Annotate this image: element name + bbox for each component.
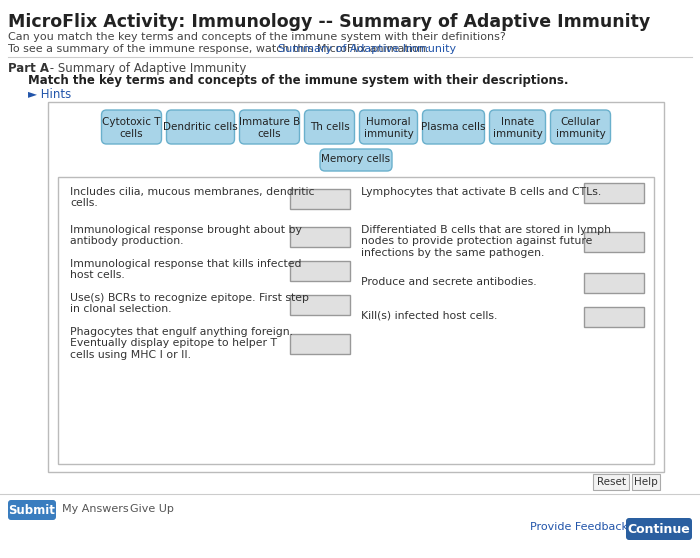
Text: Immunological response brought about by: Immunological response brought about by [70, 225, 302, 235]
FancyBboxPatch shape [102, 110, 162, 144]
Text: Immature B: Immature B [239, 117, 300, 127]
FancyBboxPatch shape [626, 518, 692, 540]
Text: ► Hints: ► Hints [28, 88, 71, 101]
Text: Use(s) BCRs to recognize epitope. First step: Use(s) BCRs to recognize epitope. First … [70, 293, 309, 303]
Text: Th cells: Th cells [309, 122, 349, 132]
Text: Kill(s) infected host cells.: Kill(s) infected host cells. [361, 311, 498, 321]
Text: Plasma cells: Plasma cells [421, 122, 486, 132]
Text: - Summary of Adaptive Immunity: - Summary of Adaptive Immunity [46, 62, 246, 75]
Text: Cellular: Cellular [561, 117, 601, 127]
Text: immunity: immunity [493, 129, 542, 139]
Bar [584, 273, 644, 293]
Text: Provide Feedback: Provide Feedback [530, 522, 628, 532]
Bar [593, 474, 629, 490]
FancyBboxPatch shape [550, 110, 610, 144]
Text: Submit: Submit [8, 504, 55, 517]
Text: nodes to provide protection against future: nodes to provide protection against futu… [361, 237, 592, 247]
Text: Innate: Innate [501, 117, 534, 127]
Bar [290, 189, 350, 209]
Text: Can you match the key terms and concepts of the immune system with their definit: Can you match the key terms and concepts… [8, 32, 505, 42]
Text: Differentiated B cells that are stored in lymph: Differentiated B cells that are stored i… [361, 225, 611, 235]
Text: Includes cilia, mucous membranes, dendritic: Includes cilia, mucous membranes, dendri… [70, 187, 314, 197]
Text: cells.: cells. [70, 199, 98, 209]
Text: infections by the same pathogen.: infections by the same pathogen. [361, 248, 545, 258]
Text: Reset: Reset [596, 477, 626, 487]
Text: Part A: Part A [8, 62, 49, 75]
FancyBboxPatch shape [8, 500, 56, 520]
Text: antibody production.: antibody production. [70, 237, 183, 247]
Text: Produce and secrete antibodies.: Produce and secrete antibodies. [361, 277, 537, 287]
Bar [48, 102, 664, 472]
Bar [584, 232, 644, 252]
Bar [584, 307, 644, 327]
Text: Give Up: Give Up [130, 504, 174, 514]
Text: Continue: Continue [628, 523, 690, 536]
Text: Immunological response that kills infected: Immunological response that kills infect… [70, 259, 302, 269]
Text: Summary of Adaptive Immunity: Summary of Adaptive Immunity [278, 44, 456, 54]
Text: Cytotoxic T: Cytotoxic T [102, 117, 161, 127]
Text: Memory cells: Memory cells [321, 154, 391, 164]
Bar [584, 183, 644, 203]
Text: Humoral: Humoral [366, 117, 411, 127]
Text: immunity: immunity [556, 129, 606, 139]
Text: Help: Help [634, 477, 658, 487]
FancyBboxPatch shape [423, 110, 484, 144]
Text: in clonal selection.: in clonal selection. [70, 305, 172, 315]
Bar [290, 295, 350, 315]
FancyBboxPatch shape [239, 110, 300, 144]
Text: My Answers: My Answers [62, 504, 129, 514]
FancyBboxPatch shape [304, 110, 354, 144]
Text: Dendritic cells: Dendritic cells [163, 122, 238, 132]
Text: Lymphocytes that activate B cells and CTLs.: Lymphocytes that activate B cells and CT… [361, 187, 601, 197]
Text: Match the key terms and concepts of the immune system with their descriptions.: Match the key terms and concepts of the … [28, 74, 568, 87]
Text: host cells.: host cells. [70, 271, 125, 281]
Text: MicroFlix Activity: Immunology -- Summary of Adaptive Immunity: MicroFlix Activity: Immunology -- Summar… [8, 13, 650, 31]
Text: cells: cells [258, 129, 281, 139]
FancyBboxPatch shape [167, 110, 234, 144]
Text: immunity: immunity [363, 129, 414, 139]
Bar [290, 261, 350, 281]
Text: To see a summary of the immune response, watch this MicroFlix animation:: To see a summary of the immune response,… [8, 44, 430, 54]
Bar [290, 334, 350, 354]
Text: cells using MHC I or II.: cells using MHC I or II. [70, 350, 191, 360]
Bar [290, 227, 350, 247]
Text: Phagocytes that engulf anything foreign.: Phagocytes that engulf anything foreign. [70, 327, 293, 337]
Text: Eventually display epitope to helper T: Eventually display epitope to helper T [70, 339, 277, 349]
FancyBboxPatch shape [489, 110, 545, 144]
Text: cells: cells [120, 129, 144, 139]
Bar [58, 177, 654, 464]
Bar [632, 474, 660, 490]
FancyBboxPatch shape [320, 149, 392, 171]
FancyBboxPatch shape [360, 110, 417, 144]
